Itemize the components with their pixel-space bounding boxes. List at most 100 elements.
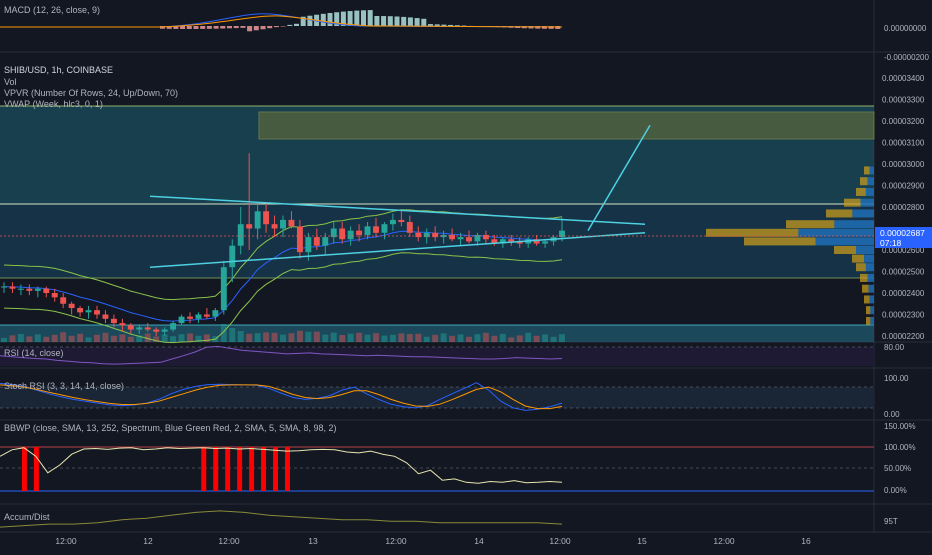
macd-bar: [233, 26, 239, 29]
time-axis: 12:00 12 12:00 13 12:00 14 12:00 15 12:00 16: [55, 536, 811, 546]
macd-bar: [448, 24, 454, 26]
vpvr-row-up: [870, 316, 874, 325]
supply-zone-box[interactable]: [258, 111, 875, 140]
volume-bar: [220, 324, 227, 342]
vpvr-row-up: [815, 237, 874, 246]
candle-body: [457, 237, 464, 240]
symbol-label: SHIB/USD, 1h, COINBASE: [4, 65, 113, 75]
macd-bar: [227, 26, 232, 29]
candle-body: [364, 226, 371, 235]
macd-bar: [555, 26, 561, 29]
rsi-label: RSI (14, close): [4, 348, 64, 358]
macd-bar: [327, 12, 333, 26]
trendlines[interactable]: [149, 124, 651, 268]
candle-body: [94, 310, 100, 315]
vpvr-row-up: [865, 263, 874, 272]
macd-histogram: [0, 10, 563, 32]
rsi-tick: 80.00: [884, 343, 905, 352]
volume-bar: [9, 335, 16, 342]
vpvr-row-down: [706, 228, 799, 237]
vpvr-row-up: [856, 246, 874, 254]
macd-tick-zero: 0.00000000: [884, 24, 927, 33]
candle-body: [144, 327, 151, 330]
bbwp-extreme-bar: [249, 447, 255, 491]
candle-body: [85, 310, 92, 313]
volume-bar: [26, 336, 33, 342]
stoch-tick-0: 0.00: [884, 410, 900, 419]
volume-bar: [34, 334, 41, 342]
price-tick-3: 0.00003100: [882, 139, 925, 148]
macd-bar: [220, 26, 226, 29]
volume-profile: [706, 166, 874, 325]
price-tick-5: 0.00002900: [882, 182, 925, 191]
vpvr-row-down: [860, 273, 868, 282]
volume-bar: [43, 336, 50, 342]
time-tick-7: 15: [637, 536, 647, 546]
candle-body: [212, 310, 219, 317]
macd-bar: [361, 10, 366, 26]
candle-body: [423, 232, 430, 238]
volume-bar: [322, 334, 329, 342]
candle-body: [499, 239, 506, 244]
volume-bar: [440, 333, 447, 342]
vpvr-row-down: [852, 254, 865, 263]
candle-body: [68, 303, 75, 309]
candle-body: [381, 224, 388, 233]
vpvr-label: VPVR (Number Of Rows, 24, Up/Down, 70): [4, 88, 178, 98]
vpvr-row-down: [866, 316, 871, 325]
volume-bar: [356, 332, 363, 342]
accum-dist-pane: Accum/Dist 95T: [0, 510, 898, 528]
trendline-lower: [149, 232, 646, 268]
accum-tick: 95T: [884, 517, 898, 526]
macd-bar: [394, 16, 400, 26]
accum-dist-line: [0, 510, 563, 528]
candle-body: [516, 241, 523, 244]
vpvr-row-up: [869, 295, 874, 304]
volume-bar: [482, 332, 489, 342]
candle-body: [466, 237, 472, 242]
price-badge-value: 0.00002687: [880, 228, 925, 238]
volume-bar: [246, 333, 253, 342]
vpvr-row-down: [844, 198, 861, 207]
volume-bar: [364, 334, 371, 342]
vpvr-row-up: [867, 177, 874, 186]
volume-bar: [60, 332, 67, 342]
time-tick-2: 12:00: [218, 536, 240, 546]
candle-body: [347, 230, 354, 240]
volume-bar: [254, 333, 261, 342]
vpvr-row-down: [864, 166, 870, 175]
candle-body: [220, 267, 227, 311]
macd-bar: [354, 10, 360, 26]
vpvr-row-down: [786, 220, 835, 229]
time-tick-6: 12:00: [549, 536, 571, 546]
volume-bar: [187, 333, 193, 342]
stoch-k-path: [0, 382, 563, 411]
candle-body: [246, 224, 253, 229]
rsi-band: [0, 347, 874, 366]
volume-bar: [77, 333, 84, 342]
candle-body: [508, 239, 515, 242]
bbwp-extreme-bars: [21, 447, 290, 491]
price-tick-11: 0.00002200: [882, 332, 925, 341]
macd-bar: [434, 24, 440, 26]
volume-bar: [17, 334, 24, 342]
macd-bar: [287, 24, 293, 26]
price-tick-6: 0.00002800: [882, 203, 925, 212]
macd-bar: [441, 24, 447, 26]
bbwp-extreme-bar: [225, 447, 231, 491]
volume-bar: [466, 336, 472, 342]
macd-bar: [267, 26, 273, 29]
macd-line: [0, 13, 563, 28]
bbwp-line: [0, 447, 563, 484]
price-tick-2: 0.00003200: [882, 117, 925, 126]
stoch-rsi-pane: Stoch RSI (3, 3, 14, 14, close) 100.00 0…: [0, 374, 909, 419]
macd-bar: [381, 16, 387, 26]
bbwp-extreme-bar: [261, 447, 267, 491]
macd-bar: [166, 26, 172, 29]
bbwp-extreme-bar: [33, 447, 39, 491]
volume-bar: [313, 331, 320, 342]
macd-bar: [240, 26, 246, 28]
volume-bar: [178, 334, 185, 342]
macd-bar: [260, 26, 266, 30]
